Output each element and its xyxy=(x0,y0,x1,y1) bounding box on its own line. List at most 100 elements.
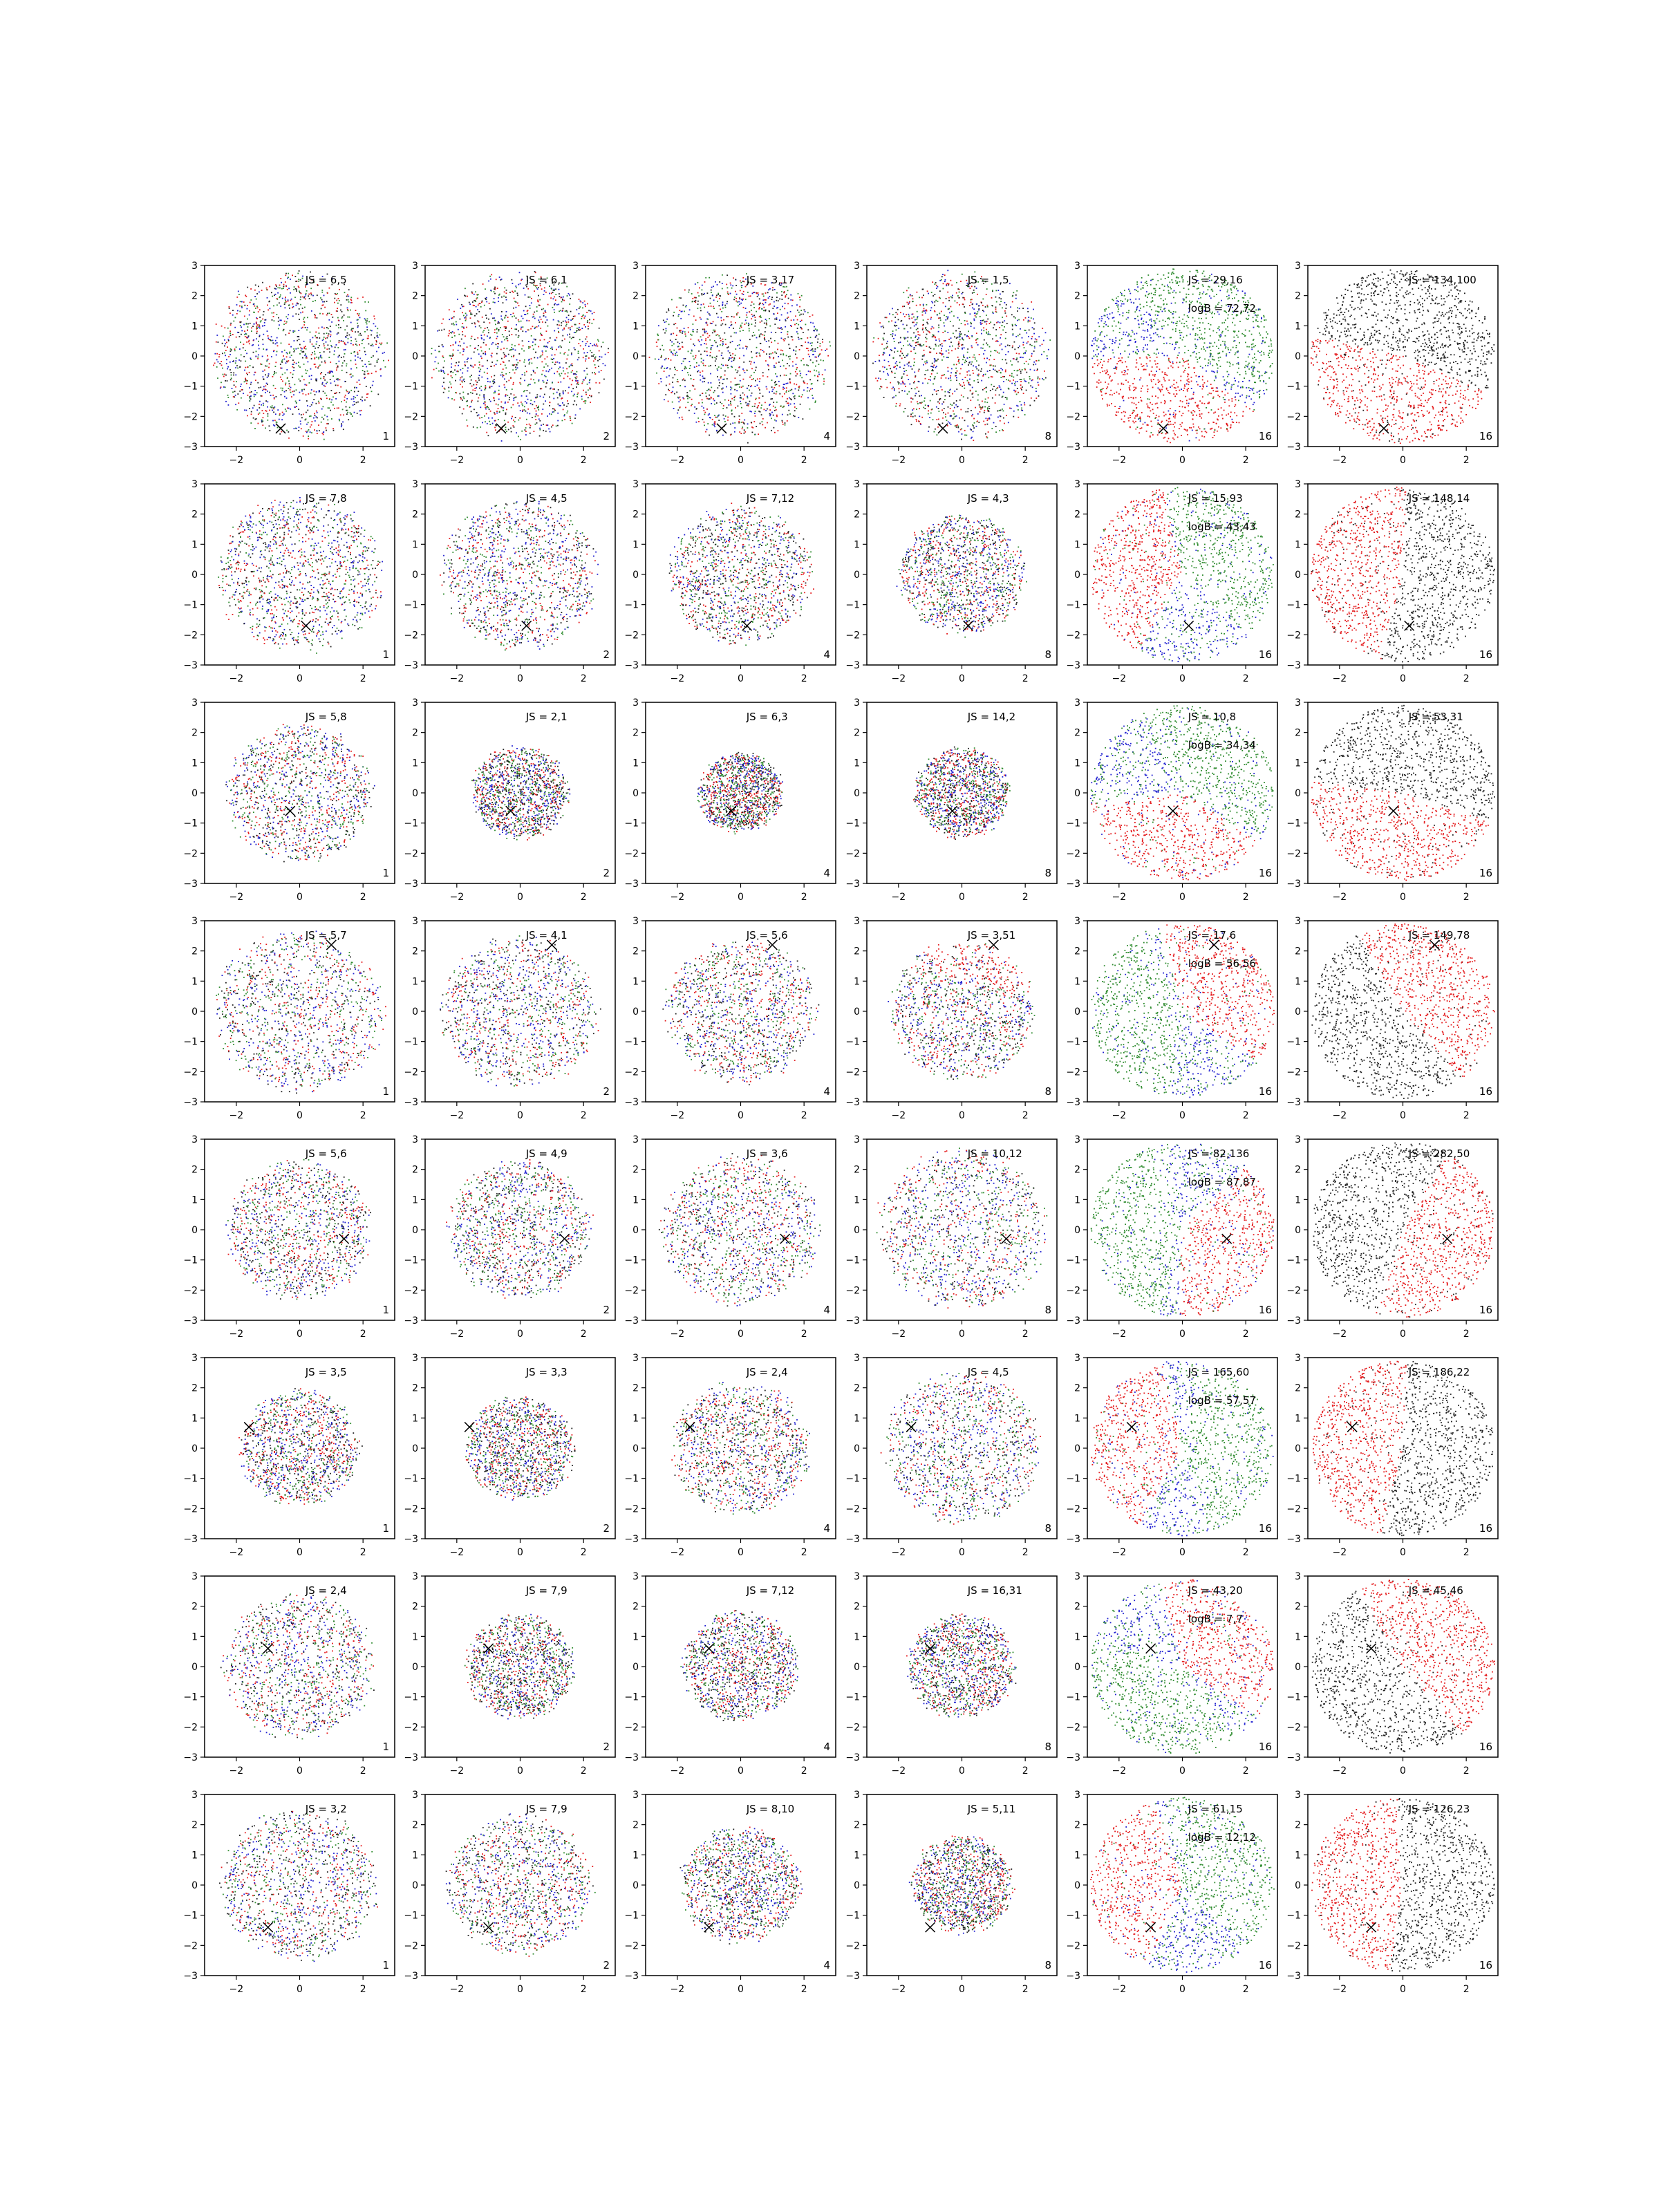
scatter-point xyxy=(534,271,536,272)
scatter-point xyxy=(782,359,783,361)
scatter-point xyxy=(302,393,303,395)
scatter-point xyxy=(570,420,571,421)
scatter-point xyxy=(572,293,574,294)
scatter-point xyxy=(590,350,591,352)
scatter-point xyxy=(764,323,765,324)
scatter-point xyxy=(704,307,705,308)
scatter-point xyxy=(879,322,881,324)
scatter-point xyxy=(753,315,755,316)
scatter-point xyxy=(250,392,251,393)
scatter-point xyxy=(765,360,767,362)
scatter-point xyxy=(529,308,531,309)
scatter-point xyxy=(700,310,702,312)
scatter-point xyxy=(1042,378,1043,379)
scatter-point xyxy=(238,294,240,295)
scatter-point xyxy=(330,341,331,342)
scatter-point xyxy=(811,345,812,346)
scatter-point xyxy=(1008,379,1009,381)
scatter-point xyxy=(466,315,467,316)
scatter-point xyxy=(967,426,968,427)
scatter-point xyxy=(776,409,777,411)
scatter-point xyxy=(1031,317,1032,319)
scatter-point xyxy=(334,350,335,352)
scatter-point xyxy=(566,359,568,360)
scatter-point xyxy=(506,409,507,411)
scatter-point xyxy=(478,397,479,399)
scatter-point xyxy=(308,429,310,431)
scatter-point xyxy=(480,306,482,308)
scatter-point xyxy=(498,419,499,420)
scatter-point xyxy=(932,295,934,297)
scatter-point xyxy=(529,364,530,365)
scatter-point xyxy=(955,301,956,302)
scatter-point xyxy=(495,324,496,325)
scatter-point xyxy=(581,396,583,397)
scatter-point xyxy=(795,354,796,355)
scatter-point xyxy=(257,307,259,308)
scatter-point xyxy=(250,396,251,397)
y-tick-label: −1 xyxy=(624,382,639,393)
scatter-point xyxy=(558,304,559,306)
scatter-point xyxy=(471,379,472,381)
scatter-point xyxy=(304,384,306,386)
scatter-point xyxy=(375,344,377,345)
scatter-point xyxy=(339,300,340,301)
scatter-point xyxy=(733,317,735,318)
scatter-point xyxy=(230,350,232,352)
scatter-point xyxy=(356,402,357,404)
scatter-point xyxy=(360,399,362,400)
scatter-point xyxy=(550,431,551,433)
scatter-point xyxy=(953,402,955,404)
scatter-point xyxy=(310,341,311,343)
scatter-point xyxy=(276,373,277,374)
scatter-point xyxy=(930,379,931,381)
scatter-point xyxy=(811,384,812,385)
scatter-point xyxy=(589,382,590,384)
scatter-point xyxy=(367,338,368,339)
scatter-point xyxy=(984,424,986,425)
scatter-point xyxy=(282,359,283,361)
scatter-point xyxy=(344,353,346,355)
scatter-point xyxy=(360,414,362,415)
scatter-point xyxy=(263,348,264,350)
scatter-point xyxy=(973,292,975,293)
scatter-point xyxy=(377,362,378,363)
scatter-point xyxy=(955,348,956,350)
scatter-point xyxy=(489,421,490,422)
scatter-point xyxy=(785,422,786,424)
scatter-point xyxy=(331,321,332,323)
scatter-point xyxy=(1013,377,1014,378)
scatter-point xyxy=(460,379,461,381)
scatter-point xyxy=(319,345,320,346)
scatter-point xyxy=(239,311,241,312)
scatter-point xyxy=(300,297,301,298)
scatter-point xyxy=(516,307,517,308)
scatter-point xyxy=(578,353,579,354)
scatter-point xyxy=(541,309,543,310)
scatter-point xyxy=(941,409,943,411)
scatter-point xyxy=(562,299,563,300)
scatter-point xyxy=(709,398,711,400)
scatter-point xyxy=(798,324,799,326)
scatter-point xyxy=(575,378,577,379)
scatter-point xyxy=(721,364,722,365)
scatter-point xyxy=(226,363,227,364)
scatter-point xyxy=(277,292,279,294)
scatter-point xyxy=(332,375,334,377)
scatter-point xyxy=(498,321,499,323)
scatter-point xyxy=(563,393,564,395)
scatter-point xyxy=(543,424,544,425)
scatter-point xyxy=(589,322,590,324)
scatter-point xyxy=(459,406,460,408)
scatter-point xyxy=(527,413,528,414)
scatter-point xyxy=(797,319,798,321)
scatter-point xyxy=(494,412,495,413)
scatter-point xyxy=(379,369,381,371)
scatter-point xyxy=(727,274,728,276)
scatter-point xyxy=(559,375,561,377)
scatter-point xyxy=(501,279,503,280)
scatter-point xyxy=(975,315,976,317)
scatter-point xyxy=(373,323,375,324)
scatter-point xyxy=(953,326,954,327)
scatter-point xyxy=(1011,314,1013,315)
